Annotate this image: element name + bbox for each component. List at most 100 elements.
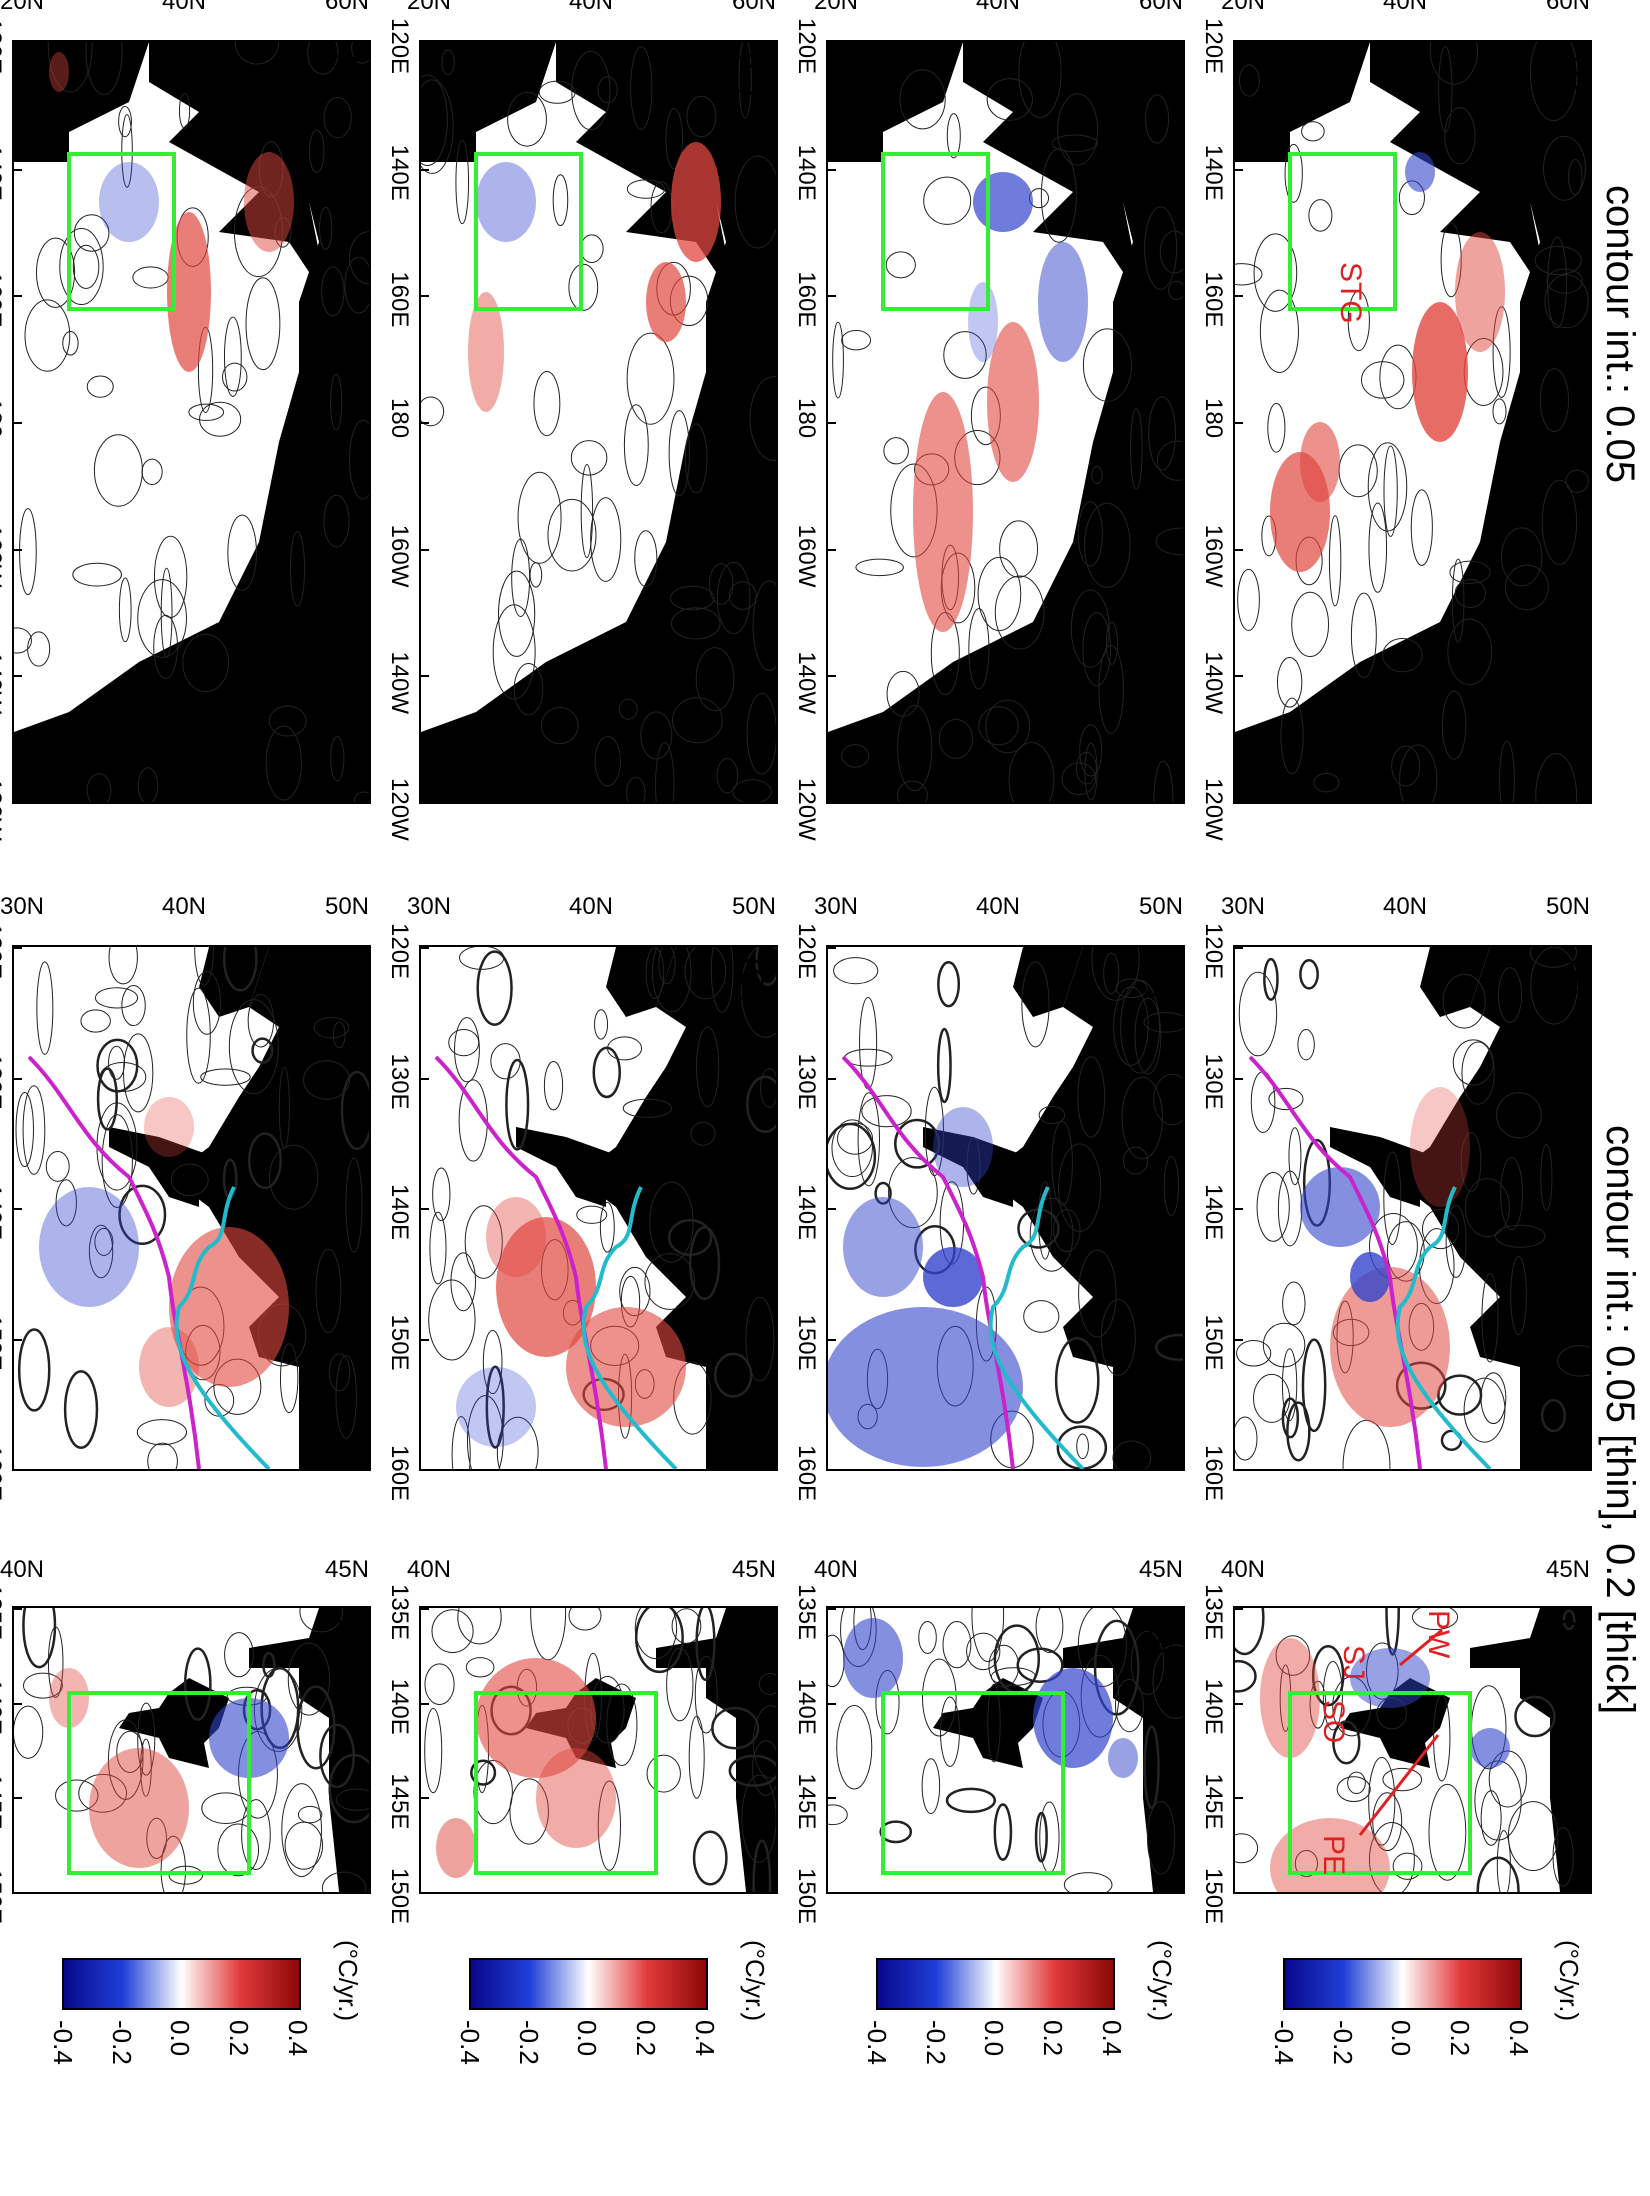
x-tick-label: 150E: [793, 1314, 820, 1371]
x-tick-label: 150E: [0, 1314, 6, 1371]
anomaly-patch: [536, 1748, 616, 1848]
contour-line: [228, 999, 279, 1095]
contour-line: [1268, 1087, 1304, 1111]
contour-line: [1530, 947, 1579, 1025]
contour-line: [1399, 744, 1438, 802]
map-panel-middle-3: (G): [419, 944, 778, 1472]
x-tick-label: 130E: [386, 1053, 413, 1110]
contour-line: [313, 1016, 350, 1039]
x-tick-label: 160W: [1200, 524, 1227, 588]
x-tick-mark: [1235, 1702, 1243, 1705]
colorbar-tick-label: 0.4: [690, 2020, 720, 2057]
contour-line: [335, 1788, 369, 1811]
contour-line: [1144, 94, 1170, 144]
x-tick-label: 140W: [1200, 651, 1227, 715]
contour-line: [1122, 1146, 1149, 1175]
annotation-so: SO: [1317, 1700, 1350, 1744]
contour-line: [1382, 637, 1423, 673]
contour-line: [597, 76, 618, 104]
contour-line-thick: [688, 1226, 721, 1301]
y-tick-label: 30N: [813, 893, 859, 920]
colorbar-tick-label: 0.2: [1445, 2020, 1476, 2057]
x-tick-label: 140E: [793, 1678, 820, 1735]
x-tick-mark: [828, 1469, 836, 1471]
contour-line: [623, 404, 649, 486]
anomaly-patch: [89, 1748, 189, 1868]
contour-line-thick: [936, 1027, 952, 1104]
contour-line: [136, 1419, 188, 1446]
x-tick-mark: [14, 168, 22, 171]
contour-line: [626, 179, 666, 199]
contour-line: [141, 458, 163, 486]
contour-line-thick: [22, 1608, 57, 1669]
contour-line: [606, 1683, 638, 1766]
contour-line-thick: [1154, 1333, 1183, 1361]
y-tick-label: 50N: [731, 893, 777, 920]
x-tick-label: 120E: [1200, 18, 1227, 75]
contour-line: [1392, 1852, 1423, 1880]
study-box: [1288, 152, 1397, 311]
x-tick-mark: [828, 1797, 836, 1800]
contour-line: [1115, 978, 1148, 999]
contour-line: [1336, 1776, 1371, 1803]
contour-line-thick: [746, 1075, 776, 1133]
contour-line: [1152, 1644, 1183, 1719]
contour-line: [1338, 444, 1378, 498]
contour-line: [332, 1021, 346, 1049]
contour-line: [1018, 42, 1062, 118]
contour-line: [1391, 745, 1421, 787]
contour-line: [999, 520, 1039, 578]
contour-line-thick: [1143, 1725, 1160, 1810]
contour-line: [72, 244, 100, 289]
contour-line: [450, 1252, 477, 1312]
x-tick-mark: [421, 1892, 429, 1894]
contour-line: [93, 434, 143, 507]
contour-line: [323, 96, 352, 139]
contour-line: [1021, 961, 1050, 1048]
contour-line: [421, 396, 445, 427]
land-mask: [828, 42, 1183, 802]
contour-line: [1120, 979, 1160, 1074]
contour-line: [421, 79, 454, 174]
contour-line-thick: [711, 1706, 760, 1750]
colorbar: [54, 1959, 309, 2009]
contour-line: [1134, 997, 1162, 1075]
contour-line: [671, 697, 723, 744]
x-tick-mark: [828, 1338, 836, 1341]
y-tick-label: 45N: [1138, 1556, 1184, 1583]
contour-line: [1464, 1178, 1511, 1238]
contour-line: [344, 256, 369, 314]
panel-label: (C): [734, 52, 770, 97]
x-tick-label: 150E: [793, 1868, 820, 1925]
contour-line: [153, 535, 188, 618]
anomaly-patch: [933, 1107, 993, 1187]
land-japan: [923, 1127, 1043, 1207]
contour-line: [580, 464, 594, 559]
contour-line-thick: [470, 1759, 497, 1786]
x-tick-mark: [1235, 1469, 1243, 1471]
contour-line: [594, 735, 621, 787]
contour-line: [1051, 134, 1098, 153]
contour-line: [938, 718, 973, 759]
contour-line: [994, 575, 1045, 650]
contour-line: [147, 1442, 178, 1469]
contour-line-thick: [1263, 957, 1279, 1001]
contour-line: [1368, 502, 1388, 593]
y-tick-label: 60N: [324, 0, 370, 15]
contour-line-thick: [251, 1037, 274, 1064]
y-tick-label: 40N: [813, 1556, 859, 1583]
contour-line: [1082, 612, 1112, 687]
contour-line: [247, 994, 275, 1048]
map-svg: [1235, 1608, 1590, 1892]
panel-label: (L): [327, 1618, 363, 1658]
contour-line: [855, 558, 904, 577]
contour-line: [287, 1642, 331, 1716]
contour-line: [323, 494, 350, 548]
contour-line: [1267, 402, 1286, 453]
contour-line: [1495, 1224, 1546, 1248]
y-tick-label: 50N: [324, 893, 370, 920]
contour-line: [1461, 1041, 1495, 1105]
x-tick-mark: [14, 1208, 22, 1210]
x-tick-mark: [14, 1469, 22, 1471]
